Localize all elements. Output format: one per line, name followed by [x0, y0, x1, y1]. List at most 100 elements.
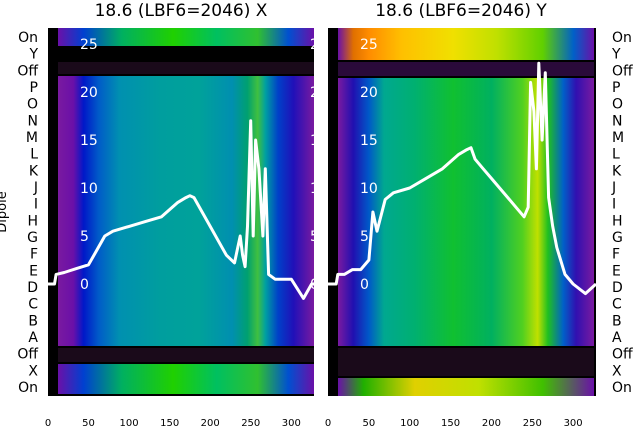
chart-title: 18.6 (LBF6=2046) X [95, 1, 268, 21]
y-tick-label: Off [17, 347, 38, 363]
heatmap-band-off [58, 348, 314, 362]
y-tick-label: C [28, 297, 38, 313]
y-tick-label: H [27, 213, 38, 229]
x-tick-label: 0 [325, 418, 331, 429]
y-tick-label: F [612, 247, 620, 263]
overlay-tick-label: 25 [80, 37, 98, 53]
x-tick-label: 150 [441, 418, 460, 429]
y-tick-label: M [26, 130, 38, 146]
panel-x: 18.6 (LBF6=2046) X Dipole OnXOffABCDEFGH… [0, 1, 328, 429]
y-tick-label: Y [28, 47, 38, 63]
x-tick-label: 200 [201, 418, 220, 429]
overlay-trace [48, 119, 314, 300]
overlay-tick-label: 20 [310, 85, 328, 101]
overlay-tick-label: 0 [80, 277, 89, 293]
overlay-tick-labels: 0 0 5 5 10 10 15 15 20 20 25 25 [80, 37, 328, 293]
y-tick-label: K [612, 163, 622, 179]
y-tick-label: Off [17, 63, 38, 79]
x-tick-labels: 0 50 100 150 200 250 300 [325, 418, 583, 429]
y-tick-label: N [612, 113, 622, 129]
x-tick-label: 100 [120, 418, 139, 429]
y-tick-label: I [612, 197, 616, 213]
chart-title: 18.6 (LBF6=2046) Y [375, 1, 547, 21]
overlay-tick-label: 5 [80, 229, 89, 245]
overlay-tick-label: 25 [360, 37, 378, 53]
overlay-tick-label: 10 [360, 181, 378, 197]
y-tick-label: E [29, 263, 38, 279]
y-tick-label: X [28, 363, 38, 379]
y-tick-label: A [28, 330, 38, 346]
y-axis-label: Dipole [0, 191, 10, 232]
y-tick-label: Y [611, 47, 621, 63]
y-tick-label: B [612, 313, 622, 329]
y-tick-label: X [612, 363, 622, 379]
overlay-tick-label: 5 [310, 229, 319, 245]
y-tick-label: B [28, 313, 38, 329]
y-tick-label: On [612, 30, 632, 46]
x-tick-label: 0 [45, 418, 51, 429]
y-tick-label: L [30, 147, 38, 163]
y-tick-label: P [30, 80, 38, 96]
overlay-tick-label: 15 [80, 133, 98, 149]
heatmap-band-off [58, 62, 314, 74]
y-tick-label: F [30, 247, 38, 263]
y-tick-label: D [27, 280, 38, 296]
y-tick-label: M [612, 130, 624, 146]
overlay-trace [328, 61, 598, 296]
overlay-tick-label: 20 [360, 85, 378, 101]
overlay-tick-label: 0 [310, 277, 319, 293]
overlay-tick-label: 0 [360, 277, 369, 293]
overlay-tick-label: 5 [360, 229, 369, 245]
heatmap-band-off [338, 62, 594, 76]
y-tick-label: Off [612, 347, 633, 363]
y-tick-label: C [612, 297, 622, 313]
y-tick-label: I [34, 197, 38, 213]
x-tick-label: 300 [282, 418, 301, 429]
heatmap-band-top [58, 28, 314, 46]
heatmap-band-main [58, 76, 314, 346]
heatmap-band-off [338, 348, 594, 376]
overlay-tick-label: 15 [310, 133, 328, 149]
heatmap-band-main [338, 78, 594, 346]
overlay-tick-label: 25 [310, 37, 328, 53]
y-tick-label: H [612, 213, 623, 229]
y-tick-label: On [18, 30, 38, 46]
heatmap-band-bottom [338, 378, 594, 396]
y-tick-label: J [611, 180, 616, 196]
y-tick-label: N [28, 113, 38, 129]
y-tick-label: J [33, 180, 38, 196]
y-tick-label: O [612, 97, 623, 113]
x-tick-label: 250 [523, 418, 542, 429]
heatmap-band-bottom [58, 364, 314, 394]
y-tick-label: Off [612, 63, 633, 79]
x-tick-label: 300 [564, 418, 583, 429]
x-tick-label: 250 [241, 418, 260, 429]
x-tick-label: 50 [362, 418, 375, 429]
y-tick-label: On [18, 380, 38, 396]
y-tick-label: D [612, 280, 623, 296]
overlay-tick-label: 10 [310, 181, 328, 197]
y-tick-label: G [27, 230, 38, 246]
x-tick-label: 150 [160, 418, 179, 429]
x-tick-label: 200 [482, 418, 501, 429]
panel-y: 18.6 (LBF6=2046) Y OnXOffABCDEFGHIJKLMNO… [325, 1, 633, 429]
y-tick-label: On [612, 380, 632, 396]
x-tick-label: 100 [400, 418, 419, 429]
y-tick-label: E [612, 263, 621, 279]
y-tick-label: P [612, 80, 620, 96]
overlay-tick-labels: 0 5 10 15 20 25 [360, 37, 378, 293]
y-tick-label: O [27, 97, 38, 113]
overlay-tick-label: 20 [80, 85, 98, 101]
overlay-tick-label: 15 [360, 133, 378, 149]
y-tick-label: K [29, 163, 39, 179]
y-tick-label: G [612, 230, 623, 246]
y-tick-label: L [612, 147, 620, 163]
x-tick-labels: 0 50 100 150 200 250 300 [45, 418, 301, 429]
heatmap-band-top [338, 28, 594, 60]
overlay-tick-label: 10 [80, 181, 98, 197]
y-tick-label: A [612, 330, 622, 346]
x-tick-label: 50 [82, 418, 95, 429]
